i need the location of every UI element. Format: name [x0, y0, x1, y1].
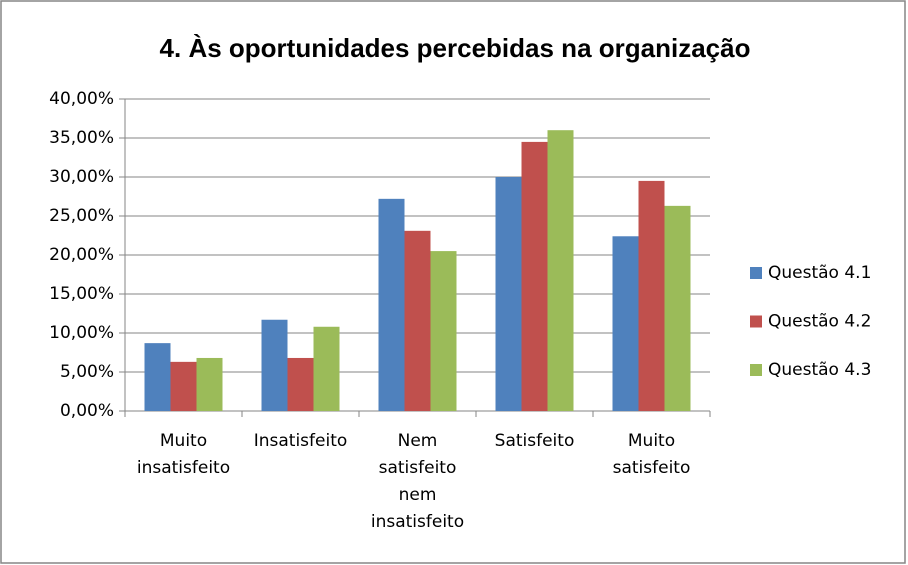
bar [612, 236, 639, 411]
legend-swatch [750, 364, 762, 376]
y-tick-label: 20,00% [49, 245, 114, 265]
bar [378, 198, 405, 411]
x-tick-label: Satisfeito [494, 431, 575, 451]
bar [313, 326, 340, 411]
y-tick-label: 30,00% [49, 167, 114, 187]
bar [638, 180, 665, 411]
bar [196, 357, 223, 411]
y-tick-label: 40,00% [49, 89, 114, 109]
y-tick-label: 10,00% [49, 323, 114, 343]
chart-title: 4. Às oportunidades percebidas na organi… [160, 33, 751, 63]
bar [547, 130, 574, 411]
y-tick-label: 35,00% [49, 128, 114, 148]
bar [430, 251, 457, 411]
x-tick-label: Muito satisfeito [612, 431, 691, 478]
bar [521, 141, 548, 411]
bar [261, 319, 288, 411]
x-tick-label: Insatisfeito [253, 431, 348, 451]
bar [495, 177, 522, 411]
y-tick-label: 25,00% [49, 206, 114, 226]
legend-label: Questão 4.2 [768, 312, 871, 332]
legend-swatch [750, 267, 762, 279]
bar [287, 357, 314, 411]
y-tick-label: 5,00% [60, 362, 114, 382]
bar [170, 361, 197, 411]
bar [144, 343, 171, 411]
x-tick-label: Muito insatisfeito [136, 431, 231, 478]
bar [404, 230, 431, 411]
y-tick-label: 15,00% [49, 284, 114, 304]
x-tick-label: Nem satisfeito nem insatisfeito [370, 431, 465, 532]
legend-swatch [750, 315, 762, 328]
y-tick-label: 0,00% [60, 401, 114, 421]
bar [664, 205, 691, 411]
legend-label: Questão 4.1 [768, 263, 871, 283]
legend-label: Questão 4.3 [768, 360, 871, 380]
